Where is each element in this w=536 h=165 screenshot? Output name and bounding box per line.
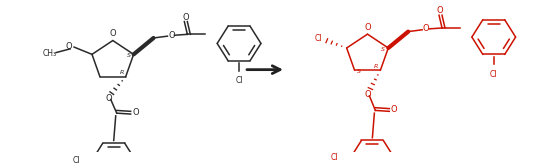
Text: O: O — [182, 13, 189, 22]
Text: R: R — [120, 70, 124, 75]
Text: O: O — [391, 105, 398, 114]
Text: S: S — [381, 47, 385, 52]
Text: O: O — [106, 94, 112, 103]
Text: O: O — [168, 31, 175, 40]
Text: O: O — [132, 108, 139, 117]
Text: O: O — [66, 42, 72, 51]
Text: Cl: Cl — [72, 156, 80, 165]
Text: CH₃: CH₃ — [42, 49, 56, 58]
Text: O: O — [423, 24, 429, 33]
Text: O: O — [109, 29, 116, 38]
Text: S: S — [126, 53, 131, 58]
Text: Cl: Cl — [490, 70, 497, 79]
Text: Cl: Cl — [235, 76, 243, 85]
Text: Cl: Cl — [315, 34, 323, 43]
Text: O: O — [364, 90, 371, 99]
Text: R: R — [374, 64, 378, 69]
Text: Cl: Cl — [331, 153, 338, 162]
Text: O: O — [364, 23, 371, 32]
Text: S: S — [356, 69, 361, 74]
Text: O: O — [437, 6, 443, 15]
